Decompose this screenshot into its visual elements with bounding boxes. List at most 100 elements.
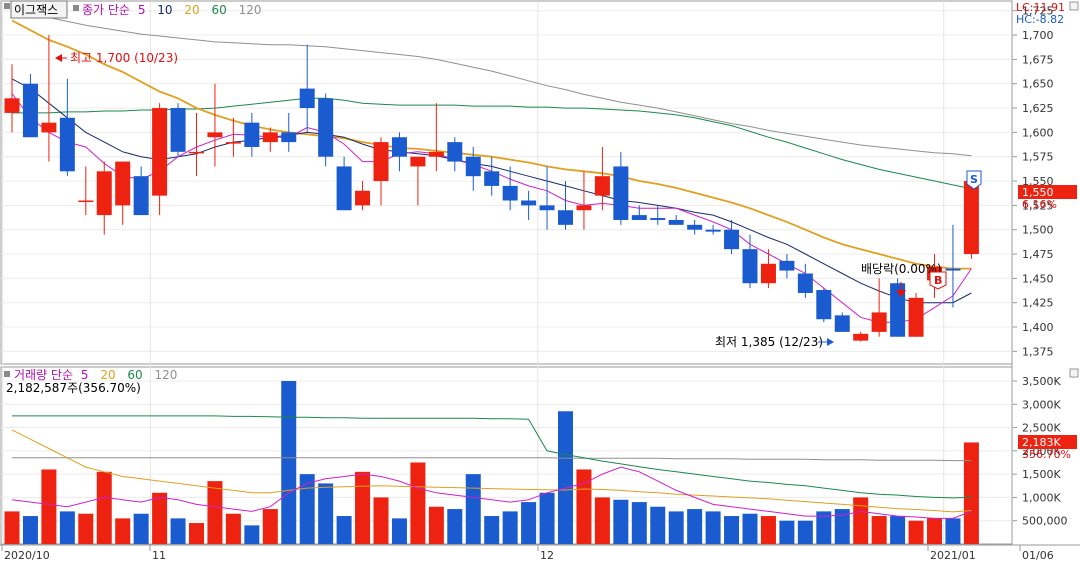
candle — [558, 181, 573, 230]
volume-bar — [816, 511, 832, 544]
current-volume-tag — [1018, 435, 1077, 449]
candle — [133, 166, 149, 216]
candle — [687, 219, 703, 235]
candle — [539, 166, 555, 230]
volume-bar — [650, 506, 666, 544]
current-change-text: 6.16% — [1022, 198, 1057, 211]
date-label: 2021/01 — [930, 549, 976, 562]
volume-tick-label: 500,000 — [1022, 515, 1068, 528]
volume-info: 2,182,587주(356.70%) — [6, 381, 141, 395]
candle — [650, 205, 666, 225]
volume-tick-label: 1,000K — [1022, 491, 1061, 504]
volume-bar — [484, 516, 500, 544]
candle — [521, 190, 537, 220]
candle — [244, 112, 260, 157]
candle — [59, 78, 75, 177]
volume-bar — [465, 474, 481, 544]
volume-bar — [96, 471, 112, 544]
volume-scroll-marker[interactable] — [1069, 368, 1079, 378]
vlegend-ma5: 5 — [81, 368, 89, 382]
volume-bar — [945, 518, 961, 544]
candle-body — [96, 171, 112, 216]
candle-body — [115, 161, 131, 206]
price-tick-label: 1,600 — [1022, 126, 1054, 139]
candle — [797, 263, 813, 298]
candle — [355, 181, 371, 211]
candle-body — [133, 176, 149, 216]
candle — [760, 249, 776, 289]
candle — [465, 146, 481, 191]
candle — [96, 161, 112, 235]
stock-name-box[interactable] — [10, 0, 68, 19]
candle — [336, 156, 352, 211]
volume-ma60-line — [12, 415, 972, 499]
volume-ma5-line — [11, 466, 972, 519]
candle — [834, 312, 850, 332]
vlegend-ma20: 20 — [100, 368, 115, 382]
candle-body — [594, 176, 610, 196]
candle-body — [742, 249, 758, 284]
candle-body — [502, 185, 518, 201]
volume-bar — [963, 442, 979, 544]
legend-ma120: 120 — [239, 3, 262, 17]
candle-body — [539, 205, 555, 211]
volume-bar — [724, 516, 740, 544]
price-tick-label: 1,400 — [1022, 321, 1054, 334]
volume-bar — [244, 525, 260, 544]
candle-body — [650, 218, 666, 220]
candle — [207, 83, 223, 167]
candle-body — [170, 108, 186, 152]
volume-bar — [742, 513, 758, 544]
volume-bar — [115, 518, 131, 544]
price-scroll-marker[interactable] — [1069, 1, 1079, 11]
candle-body — [945, 268, 961, 271]
low-arrowhead — [827, 338, 834, 346]
candle — [742, 234, 758, 289]
buy-signal-badge[interactable]: B — [929, 271, 947, 290]
candle-body — [4, 98, 20, 113]
candle — [779, 254, 795, 279]
price-tick-label: 1,725 — [1022, 5, 1054, 18]
volume-bar — [78, 513, 94, 544]
candle-body — [558, 210, 573, 225]
volume-bar — [299, 474, 315, 544]
volume-bar — [355, 471, 371, 544]
candle-body — [78, 200, 94, 203]
candle-body — [41, 122, 57, 133]
candle — [816, 288, 832, 323]
volume-ma-legend-label: 거래량 단순 — [14, 368, 73, 382]
candle — [613, 151, 629, 225]
candle — [152, 103, 168, 216]
volume-bar — [336, 516, 352, 544]
candle-body — [779, 260, 795, 271]
volume-bar — [890, 516, 906, 544]
vlegend-ma60: 60 — [127, 368, 142, 382]
sell-signal-badge[interactable]: S — [966, 170, 982, 190]
candle-body — [797, 273, 813, 293]
price-ma120-line — [11, 10, 972, 157]
candle-body — [373, 142, 389, 182]
volume-tick-label: 2,500K — [1022, 422, 1061, 435]
volume-bar — [687, 509, 703, 544]
candle-body — [244, 122, 260, 147]
volume-bar — [927, 518, 942, 544]
volume-bar — [22, 516, 38, 544]
hc-label: HC:-8.82 — [1016, 13, 1064, 26]
candle — [484, 156, 500, 196]
volume-bar — [558, 411, 573, 544]
candle — [705, 224, 721, 235]
candle-body — [152, 108, 168, 196]
candle-body — [484, 171, 500, 186]
volume-bar — [4, 511, 20, 544]
candle — [299, 44, 315, 133]
date-label: 2020/10 — [4, 549, 50, 562]
sell-signal-label: S — [970, 173, 978, 186]
volume-bar — [779, 520, 795, 544]
current-price-tag — [1018, 185, 1077, 199]
candle-body — [705, 229, 721, 232]
candle — [318, 93, 334, 167]
low-marker: 최저 1,385 (12/23) — [715, 335, 823, 349]
volume-bar — [152, 492, 168, 544]
dividend-marker: 배당락(0.00%) — [861, 262, 942, 276]
